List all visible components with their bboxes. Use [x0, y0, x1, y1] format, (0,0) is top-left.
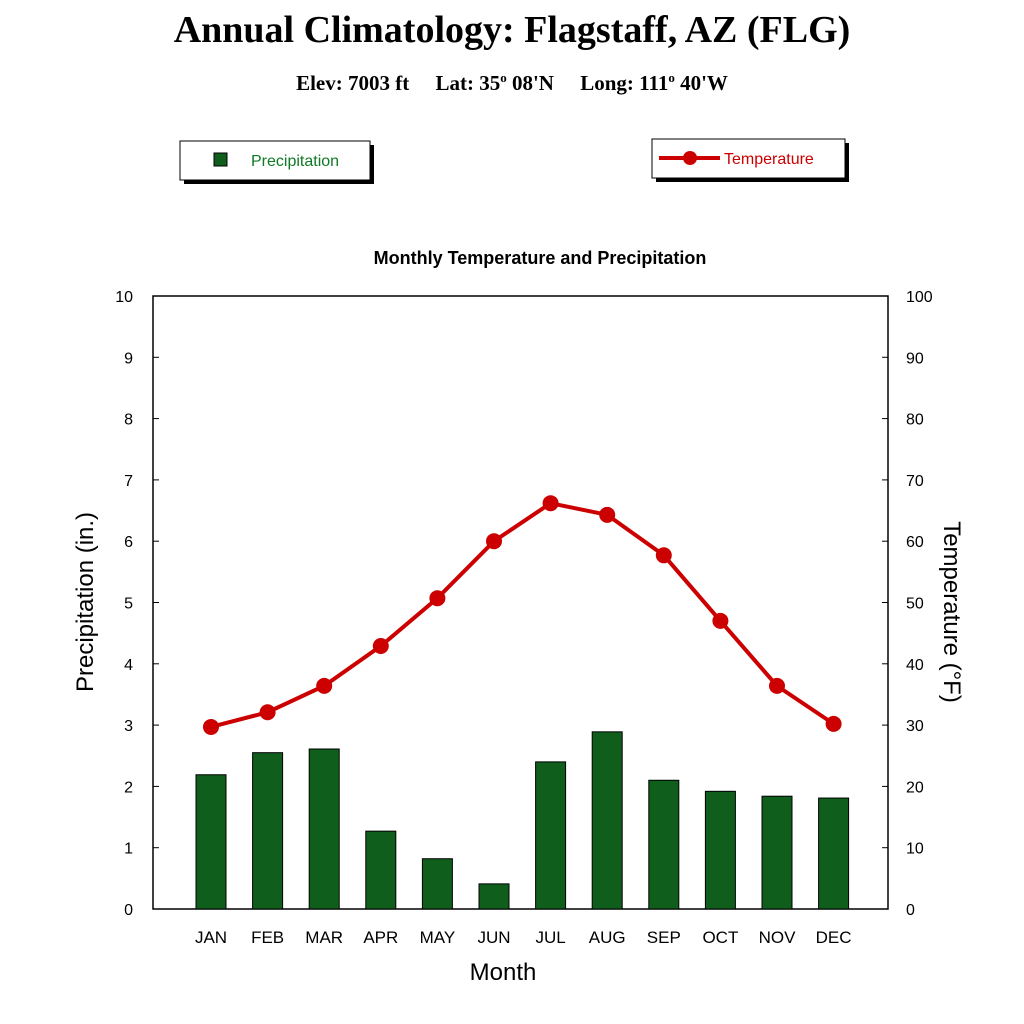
month-label: APR: [363, 928, 398, 947]
temp-point: [542, 495, 559, 512]
right-tick-label: 40: [906, 657, 924, 674]
long-value: Long: 111: [580, 71, 669, 95]
x-axis-label: Month: [470, 959, 537, 986]
temp-point: [769, 677, 785, 694]
month-label: FEB: [251, 928, 284, 947]
precip-bar: [535, 761, 567, 910]
temp-point: [203, 718, 219, 735]
month-label: SEP: [647, 928, 681, 947]
temp-legend-marker: [683, 151, 697, 165]
month-label: JUL: [535, 928, 565, 947]
degree-mark: o: [668, 70, 675, 85]
left-tick-label: 2: [124, 779, 133, 796]
left-tick-label: 1: [124, 841, 133, 858]
precip-bar: [308, 748, 340, 910]
precip-legend-label: Precipitation: [251, 153, 339, 170]
precip-bar: [421, 858, 453, 910]
legend-box: [179, 140, 371, 181]
temp-point: [259, 704, 276, 721]
legend-precipitation: Precipitation: [179, 140, 374, 184]
precip-bar: [195, 774, 227, 910]
right-tick-label: 20: [906, 779, 924, 796]
precip-bar: [704, 790, 736, 910]
precip-bar: [818, 797, 850, 910]
elevation: Elev: 7003 ft: [296, 71, 410, 95]
month-label: DEC: [816, 928, 852, 947]
month-label: JAN: [195, 928, 227, 947]
left-tick-label: 7: [124, 473, 133, 490]
temp-point: [599, 506, 616, 523]
right-tick-label: 70: [906, 473, 924, 490]
right-tick-label: 80: [906, 412, 924, 429]
station-info: Elev: 7003 ft Lat: 35o 08'N Long: 111o 4…: [0, 70, 1024, 96]
month-label: JUN: [477, 928, 510, 947]
temp-legend-label: Temperature: [724, 151, 814, 168]
precip-legend-swatch: [213, 152, 228, 167]
temp-point: [825, 715, 842, 732]
legend-temperature: Temperature: [651, 138, 849, 182]
month-label: MAR: [305, 928, 343, 947]
precip-bar: [478, 883, 510, 910]
precip-bar: [591, 731, 623, 910]
right-tick-label: 10: [906, 841, 924, 858]
precip-bar: [365, 830, 397, 910]
left-tick-label: 4: [124, 657, 133, 674]
left-tick-label: 5: [124, 596, 133, 613]
left-axis-label: Precipitation (in.): [72, 512, 99, 692]
right-tick-label: 50: [906, 596, 924, 613]
right-axis-label: Temperature (°F): [938, 521, 965, 703]
temp-point: [655, 547, 672, 564]
long-minutes: 40'W: [674, 71, 728, 95]
temp-point: [316, 677, 333, 694]
left-tick-label: 6: [124, 534, 133, 551]
left-tick-label: 0: [124, 902, 133, 919]
precip-bar: [761, 795, 793, 910]
month-label: MAY: [420, 928, 456, 947]
longitude: Long: 111o 40'W: [580, 70, 728, 95]
lat-value: Lat: 35: [435, 71, 501, 95]
temp-point: [712, 612, 729, 629]
precip-bar: [252, 752, 284, 910]
right-tick-label: 100: [906, 289, 933, 306]
lat-minutes: 08'N: [506, 71, 554, 95]
temp-point: [486, 533, 502, 550]
month-label: OCT: [702, 928, 738, 947]
month-label: NOV: [759, 928, 797, 947]
temp-series-line: [210, 501, 835, 729]
left-tick-label: 3: [124, 718, 133, 735]
left-tick-label: 8: [124, 412, 133, 429]
latitude: Lat: 35o 08'N: [435, 70, 554, 95]
chart-title: Monthly Temperature and Precipitation: [374, 248, 707, 268]
page-title: Annual Climatology: Flagstaff, AZ (FLG): [173, 9, 851, 51]
right-tick-label: 60: [906, 534, 924, 551]
precip-bar: [648, 779, 680, 910]
left-tick-label: 10: [115, 289, 133, 306]
precip-bars: [195, 731, 850, 910]
temp-point: [429, 590, 446, 607]
degree-mark: o: [500, 70, 507, 85]
right-tick-label: 90: [906, 350, 924, 367]
month-label: AUG: [589, 928, 626, 947]
temp-point: [372, 638, 389, 655]
right-tick-label: 30: [906, 718, 924, 735]
temp-line: [203, 495, 842, 735]
right-tick-label: 0: [906, 902, 915, 919]
left-tick-label: 9: [124, 350, 133, 367]
